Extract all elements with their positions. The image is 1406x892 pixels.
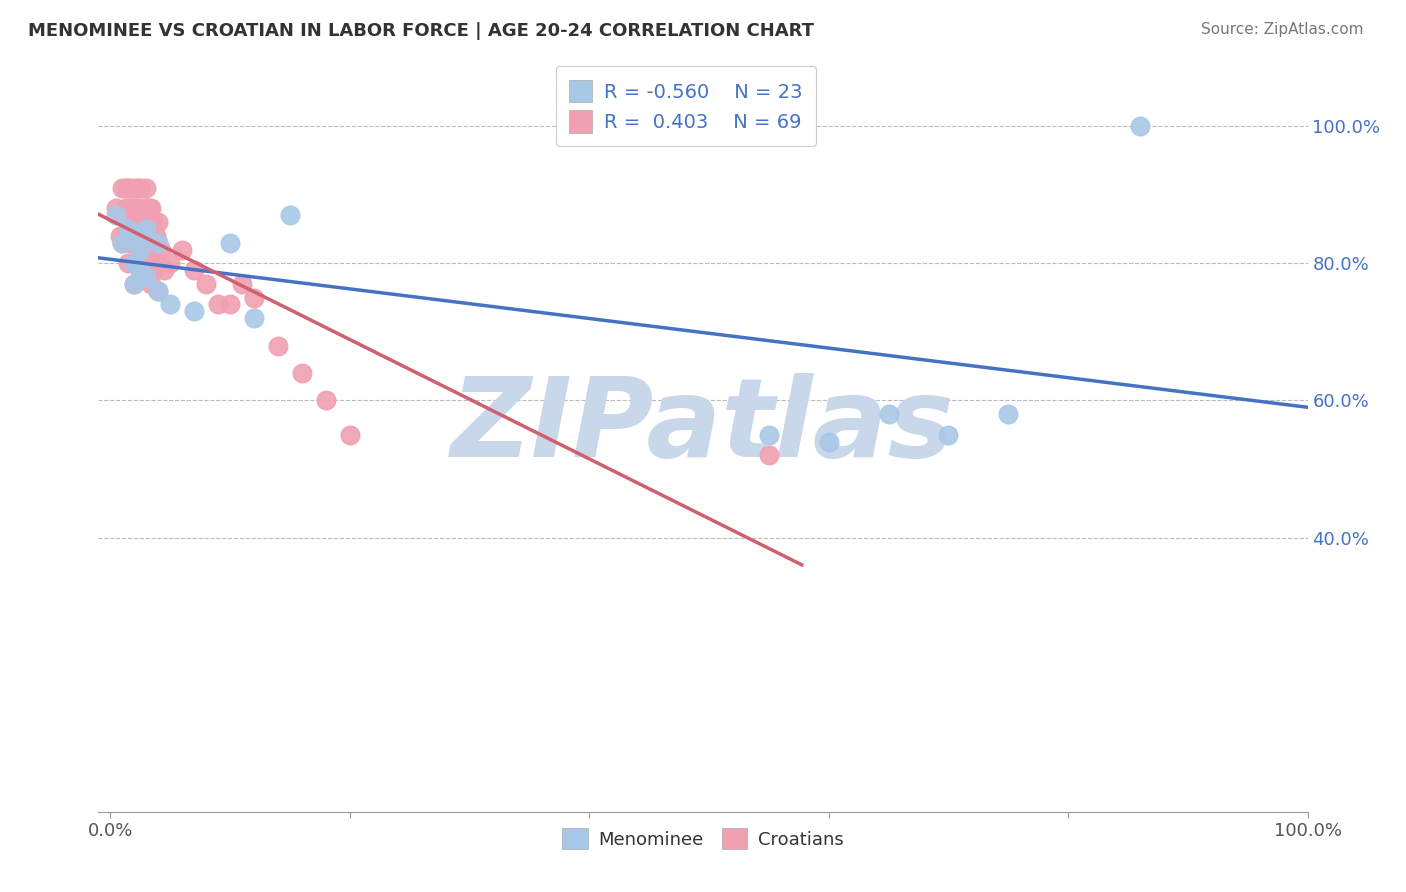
Point bbox=[153, 263, 176, 277]
Point bbox=[129, 202, 152, 216]
Point bbox=[817, 434, 839, 449]
Point bbox=[124, 181, 146, 195]
Text: Source: ZipAtlas.com: Source: ZipAtlas.com bbox=[1201, 22, 1364, 37]
Point bbox=[129, 243, 152, 257]
Point bbox=[135, 235, 157, 250]
Point bbox=[118, 181, 141, 195]
Point bbox=[124, 277, 146, 291]
Point bbox=[135, 202, 157, 216]
Point bbox=[172, 243, 194, 257]
Text: MENOMINEE VS CROATIAN IN LABOR FORCE | AGE 20-24 CORRELATION CHART: MENOMINEE VS CROATIAN IN LABOR FORCE | A… bbox=[28, 22, 814, 40]
Point bbox=[118, 235, 141, 250]
Point bbox=[148, 235, 170, 250]
Point bbox=[132, 202, 155, 216]
Point bbox=[938, 427, 960, 442]
Text: ZIPatlas: ZIPatlas bbox=[451, 373, 955, 480]
Point bbox=[243, 311, 266, 326]
Point bbox=[124, 202, 146, 216]
Point bbox=[129, 181, 152, 195]
Point bbox=[243, 291, 266, 305]
Point bbox=[124, 277, 146, 291]
Point bbox=[108, 228, 131, 243]
Point bbox=[135, 181, 157, 195]
Point bbox=[159, 256, 181, 270]
Point bbox=[125, 181, 148, 195]
Point bbox=[124, 215, 146, 229]
Point bbox=[207, 297, 229, 311]
Point bbox=[149, 243, 172, 257]
Point bbox=[117, 222, 139, 236]
Point bbox=[315, 393, 337, 408]
Point bbox=[138, 222, 160, 236]
Point bbox=[117, 222, 139, 236]
Point bbox=[121, 235, 143, 250]
Point bbox=[135, 215, 157, 229]
Point bbox=[231, 277, 253, 291]
Point bbox=[877, 407, 900, 421]
Point bbox=[111, 235, 134, 250]
Point bbox=[997, 407, 1019, 421]
Point bbox=[129, 215, 152, 229]
Point bbox=[195, 277, 218, 291]
Point bbox=[111, 208, 134, 222]
Point bbox=[291, 366, 314, 380]
Point bbox=[105, 208, 128, 222]
Point bbox=[142, 263, 165, 277]
Point bbox=[145, 228, 167, 243]
Point bbox=[758, 427, 780, 442]
Point bbox=[115, 181, 138, 195]
Point bbox=[139, 243, 162, 257]
Point bbox=[148, 284, 170, 298]
Point bbox=[183, 304, 205, 318]
Point bbox=[339, 427, 361, 442]
Point bbox=[139, 277, 162, 291]
Point bbox=[219, 297, 242, 311]
Point bbox=[115, 202, 138, 216]
Point bbox=[124, 256, 146, 270]
Point bbox=[142, 215, 165, 229]
Point bbox=[135, 263, 157, 277]
Point bbox=[758, 448, 780, 462]
Point bbox=[125, 202, 148, 216]
Point bbox=[125, 228, 148, 243]
Point bbox=[129, 228, 152, 243]
Point bbox=[115, 228, 138, 243]
Point bbox=[138, 256, 160, 270]
Point bbox=[139, 202, 162, 216]
Point bbox=[135, 270, 157, 285]
Point bbox=[125, 256, 148, 270]
Point bbox=[111, 181, 134, 195]
Point bbox=[132, 228, 155, 243]
Point bbox=[118, 202, 141, 216]
Point bbox=[129, 263, 152, 277]
Point bbox=[1129, 119, 1152, 133]
Point bbox=[183, 263, 205, 277]
Point bbox=[139, 222, 162, 236]
Point bbox=[148, 235, 170, 250]
Point bbox=[117, 256, 139, 270]
Point bbox=[129, 263, 152, 277]
Point bbox=[117, 202, 139, 216]
Point bbox=[124, 235, 146, 250]
Point bbox=[278, 208, 301, 222]
Point bbox=[148, 256, 170, 270]
Point bbox=[111, 235, 134, 250]
Point bbox=[267, 338, 290, 352]
Point bbox=[159, 297, 181, 311]
Point bbox=[138, 202, 160, 216]
Point bbox=[142, 235, 165, 250]
Point bbox=[148, 284, 170, 298]
Point bbox=[124, 256, 146, 270]
Point bbox=[129, 235, 152, 250]
Point bbox=[148, 215, 170, 229]
Legend: Menominee, Croatians: Menominee, Croatians bbox=[554, 820, 852, 858]
Point bbox=[121, 202, 143, 216]
Point bbox=[117, 181, 139, 195]
Point bbox=[105, 202, 128, 216]
Point bbox=[219, 235, 242, 250]
Point bbox=[135, 222, 157, 236]
